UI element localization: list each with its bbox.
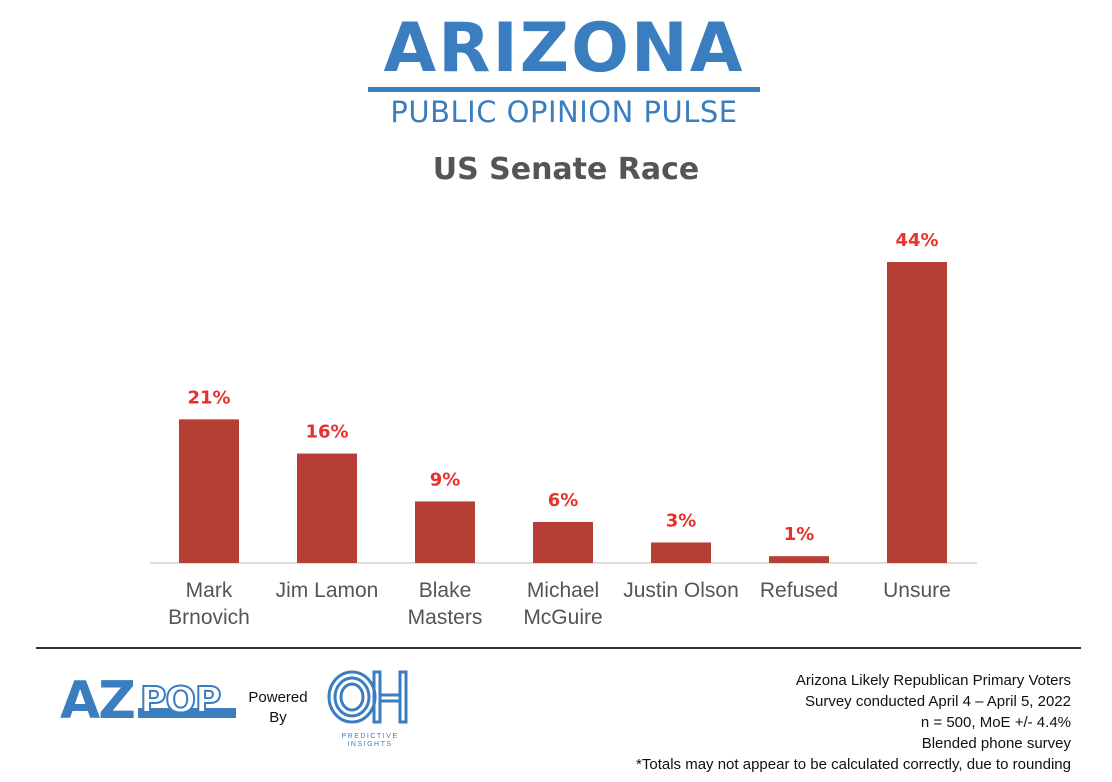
chart-title: US Senate Race <box>432 152 700 187</box>
survey-notes: Arizona Likely Republican Primary Voters… <box>636 670 1071 775</box>
bar <box>887 262 947 563</box>
bar <box>415 501 475 563</box>
note-dates: Survey conducted April 4 – April 5, 2022 <box>804 693 1071 710</box>
category-label: Mark <box>186 579 233 602</box>
brand-divider <box>368 87 760 92</box>
footer-divider <box>36 647 1081 649</box>
powered-label: Powered <box>248 689 308 706</box>
category-label: McGuire <box>523 606 602 629</box>
category-label: Unsure <box>883 579 951 602</box>
powered-by-text: Powered By <box>240 688 316 728</box>
brand-title: ARIZONA <box>383 9 745 88</box>
data-label: 1% <box>784 524 815 545</box>
bar <box>297 453 357 563</box>
svg-text:POP: POP <box>140 680 220 721</box>
data-label: 16% <box>305 422 348 443</box>
brand-subtitle: PUBLIC OPINION PULSE <box>390 95 738 129</box>
bar <box>769 556 829 563</box>
bars-group <box>179 262 947 563</box>
data-label: 3% <box>666 510 697 531</box>
partner-name: PREDICTIVE INSIGHTS <box>341 733 399 748</box>
data-label: 9% <box>430 469 461 490</box>
bar <box>533 521 593 563</box>
data-label: 21% <box>187 387 230 408</box>
value-labels-group: 21% 16% 9% 6% 3% 1% 44% <box>187 230 938 545</box>
note-rounding: *Totals may not appear to be calculated … <box>636 756 1071 773</box>
category-label: Michael <box>527 579 599 602</box>
category-label: Justin Olson <box>623 579 739 602</box>
data-label: 44% <box>895 230 938 251</box>
category-label: Masters <box>408 606 483 629</box>
by-label: By <box>269 709 287 726</box>
svg-text:AZ: AZ <box>60 672 134 724</box>
azpop-logo: AZ POP <box>60 671 236 731</box>
category-label: Brnovich <box>168 606 250 629</box>
note-method: Blended phone survey <box>921 735 1071 752</box>
data-label: 6% <box>548 490 579 511</box>
bar-chart: 21% 16% 9% 6% 3% 1% 44% Mark Brnovich Jim Lamon B… <box>150 230 977 629</box>
category-label: Jim Lamon <box>276 579 379 602</box>
predictive-insights-logo <box>326 668 412 735</box>
bar <box>651 542 711 563</box>
category-label: Blake <box>419 579 472 602</box>
category-labels-group: Mark Brnovich Jim Lamon Blake Masters Michael… <box>168 579 951 629</box>
note-population: Arizona Likely Republican Primary Voters <box>795 672 1071 689</box>
bar <box>179 419 239 563</box>
category-label: Refused <box>760 579 838 602</box>
note-sample: n = 500, MoE +/- 4.4% <box>920 714 1071 731</box>
